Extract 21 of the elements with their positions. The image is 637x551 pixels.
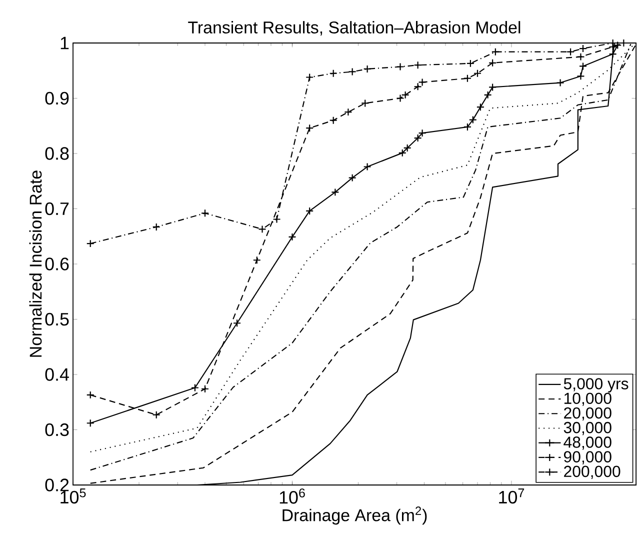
legend-label: 5,000 yrs (564, 378, 628, 393)
y-tick-label: 0.9 (45, 92, 69, 105)
y-tick-label: 0.6 (45, 258, 69, 270)
legend-label: 20,000 (564, 407, 612, 420)
y-tick-label: 0.5 (45, 312, 69, 326)
y-tick-label: 0.4 (45, 368, 69, 381)
chart-title: Transient Results, Saltation–Abrasion Model (188, 21, 520, 36)
y-tick-label: 0.7 (45, 202, 69, 216)
y-tick-label: 0.8 (45, 147, 69, 160)
y-axis-title: Normalized Incision Rate (29, 170, 42, 357)
y-tick-label: 0.3 (45, 423, 69, 436)
legend-label: 200,000 (564, 466, 620, 479)
legend-label: 30,000 (564, 422, 612, 436)
legend-label: 48,000 (564, 436, 612, 450)
y-tick-label: 1 (60, 36, 69, 50)
legend-label: 90,000 (564, 451, 612, 464)
x-axis-title: Drainage Area (m$^{2}$) (282, 506, 427, 525)
y-tick-label: 0.2 (45, 478, 69, 492)
legend-label: 10,000 (564, 392, 612, 406)
x-tick-label: 10$^{7}$ (499, 488, 524, 504)
x-tick-label: 10$^{6}$ (280, 488, 305, 504)
